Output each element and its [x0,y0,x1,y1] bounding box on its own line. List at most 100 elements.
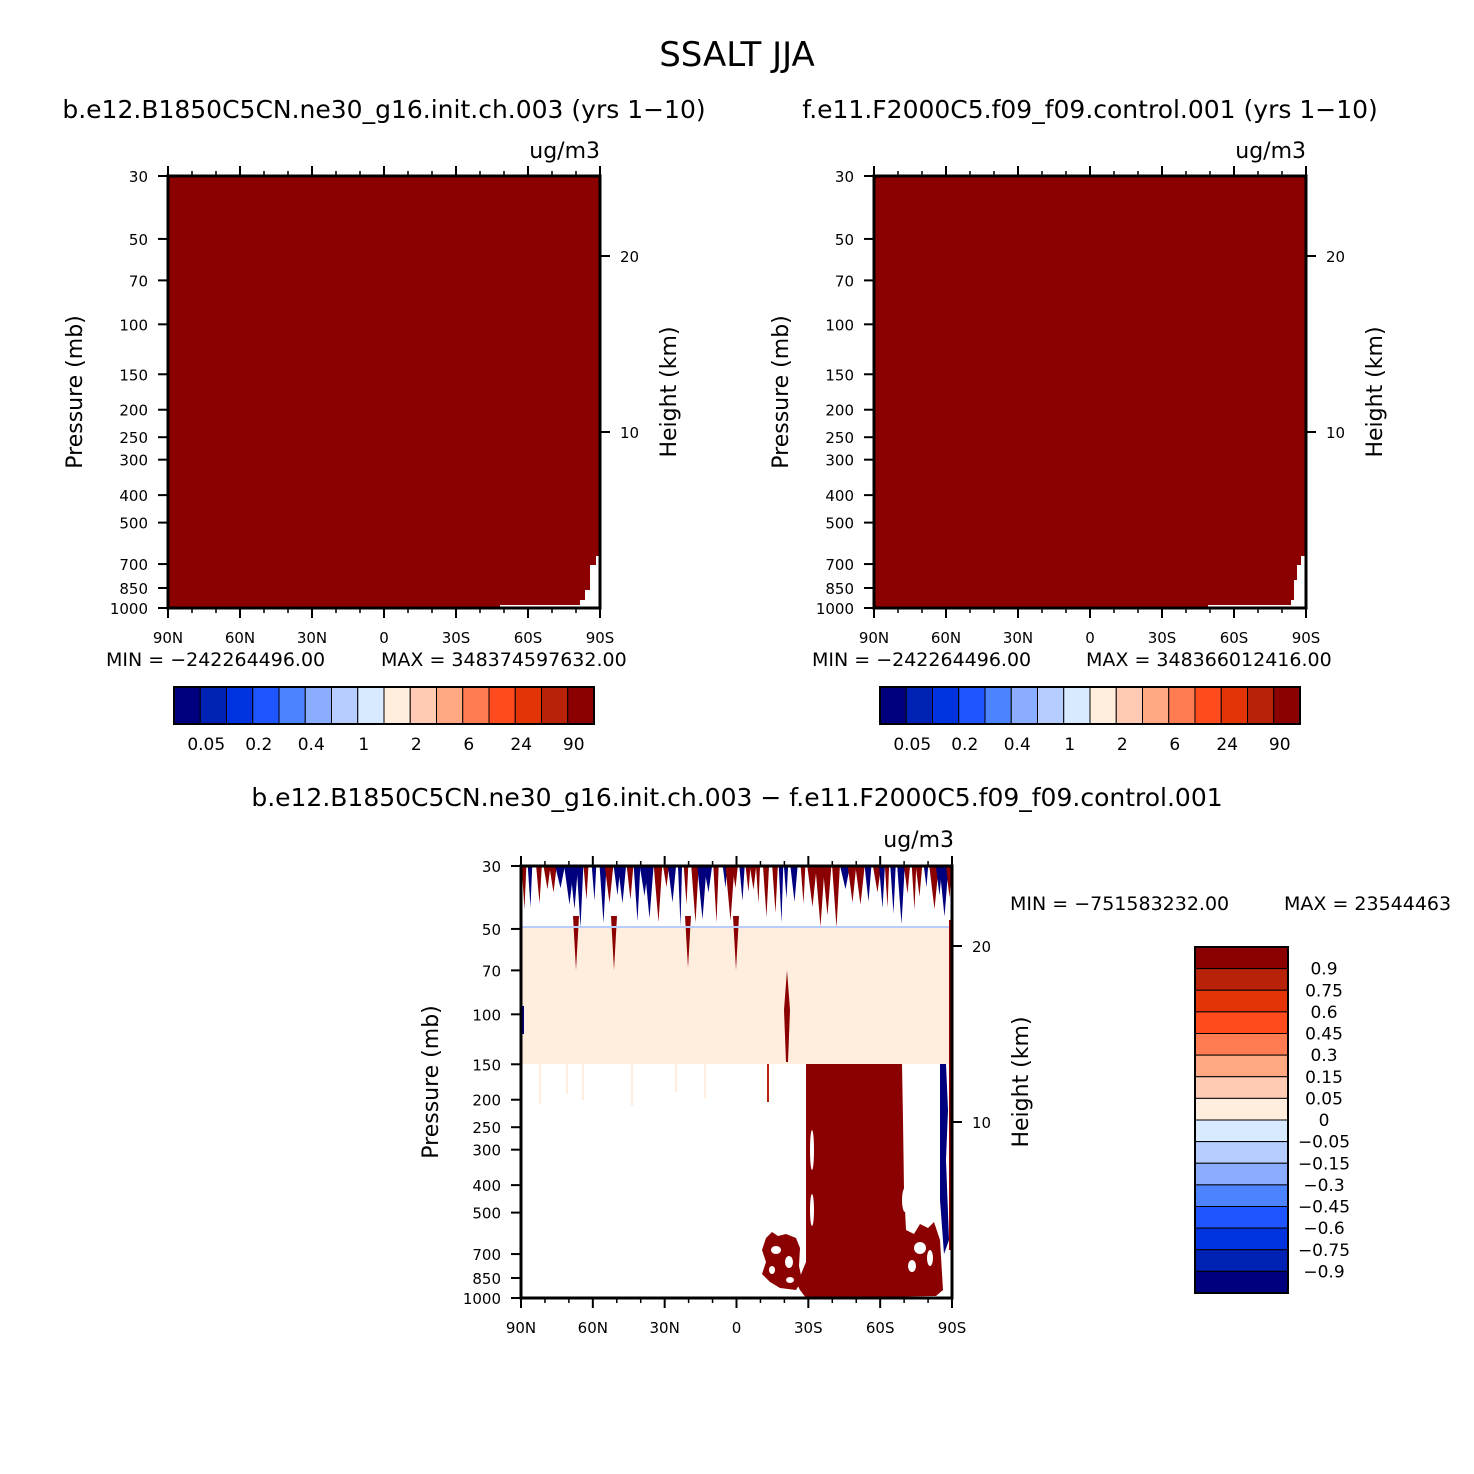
panel-2-colorbar: 0.05 0.2 0.4 1 2 6 24 90 [879,686,1301,755]
panel-1-ylabel: Pressure (mb) [63,315,88,469]
colorbar-box [252,686,280,725]
red-spike [807,866,817,907]
panel-2-missing-region [1208,556,1306,608]
blue-spike [790,866,798,902]
red-spike [663,866,669,888]
colorbar-label: −0.45 [1298,1198,1350,1218]
panel-2-max-label: MAX = 348366012416.00 [1086,649,1332,671]
blue-spike [703,866,713,893]
y-tick-label: 250 [119,429,148,447]
panel-3-min-label: MIN = −751583232.00 [1010,893,1229,915]
y-tick-label: 30 [129,168,148,186]
panel-1: b.e12.B1850C5CN.ne30_g16.init.ch.003 (yr… [62,95,705,755]
panel-2-field [874,176,1306,608]
y-tick-label: 300 [472,1142,501,1160]
blue-spike [697,866,707,920]
blue-spike [569,866,579,910]
x-tick-label: 60N [225,629,255,647]
colorbar-label: 0.75 [1305,981,1343,1001]
panel-3: b.e12.B1850C5CN.ne30_g16.init.ch.003 − f… [251,783,1451,1337]
colorbar-box [932,686,960,725]
x-tick-label: 90N [153,629,183,647]
red-spike [911,866,917,910]
colorbar-box [1194,1119,1289,1143]
y2-tick-label: 10 [1326,424,1345,442]
red-spike [800,866,806,904]
panel-3-blob [762,1232,802,1290]
colorbar-box [1194,1162,1289,1186]
panel-1-axes: 3050701001502002503004005007008501000102… [110,166,639,647]
blue-spike [667,866,677,903]
colorbar-box [1115,686,1143,725]
colorbar-box [278,686,306,725]
colorbar-label: −0.3 [1303,1176,1344,1196]
colorbar-label: −0.15 [1298,1154,1350,1174]
x-tick-label: 30S [794,1319,823,1337]
panel-1-title: b.e12.B1850C5CN.ne30_g16.init.ch.003 (yr… [62,95,705,124]
blue-spike [864,866,872,902]
colorbar-box [1142,686,1170,725]
y-tick-label: 1000 [463,1290,501,1308]
colorbar-box [541,686,569,725]
panel-3-blue-strip [940,1064,949,1254]
deep-red-spike [573,916,579,970]
x-tick-label: 60S [866,1319,895,1337]
y-tick-label: 30 [835,168,854,186]
panel-2-title: f.e11.F2000C5.f09_f09.control.001 (yrs 1… [802,95,1378,124]
colorbar-box [567,686,595,725]
colorbar-box [1220,686,1248,725]
colorbar-label: −0.05 [1298,1133,1350,1153]
y-tick-label: 400 [119,487,148,505]
colorbar-label: 0.15 [1305,1068,1343,1088]
x-tick-label: 0 [732,1319,742,1337]
panel-1-missing-region [500,556,600,608]
colorbar-label: 0.05 [893,735,931,755]
blue-spike [599,866,607,924]
red-spike [725,866,735,921]
colorbar-box [1194,1076,1289,1099]
panel-3-plume-holes [810,1130,933,1272]
panel-2-y2label: Height (km) [1363,326,1388,457]
y-tick-label: 100 [825,316,854,334]
colorbar-box [1194,1033,1289,1056]
colorbar-box [488,686,516,725]
colorbar-label: 90 [1269,735,1291,755]
boundary-line [521,926,952,928]
y2-tick-label: 20 [620,248,639,266]
red-spike [749,866,757,890]
colorbar-box [304,686,332,725]
red-spike [713,866,719,923]
red-spike [832,866,840,928]
panel-3-title: b.e12.B1850C5CN.ne30_g16.init.ch.003 − f… [251,783,1222,812]
panel-3-blob-holes [769,1246,794,1283]
panel-2-ylabel: Pressure (mb) [769,315,794,469]
x-tick-label: 90S [586,629,615,647]
blue-spike [591,866,597,901]
panel-3-streak-dark [767,1064,769,1102]
y-tick-label: 200 [825,402,854,420]
y-tick-label: 500 [472,1205,501,1223]
colorbar-box [1194,686,1222,725]
blue-spike [879,866,885,909]
blue-spike [617,866,627,904]
colorbar-label: 1 [358,735,369,755]
colorbar-box [1194,1270,1289,1294]
blue-spike [527,866,533,908]
colorbar-box [905,686,933,725]
y2-tick-label: 10 [620,424,639,442]
panel-3-spike-20n [784,970,790,1062]
colorbar-label: 0.2 [245,735,272,755]
blue-spike [778,866,784,924]
panel-3-faint-streaks [539,1064,706,1106]
red-spike [929,866,939,910]
colorbar-box [226,686,254,725]
panel-1-field [168,176,600,608]
y-tick-label: 1000 [110,600,148,618]
colorbar-box [984,686,1012,725]
colorbar-label: −0.6 [1303,1219,1344,1239]
panel-2-units: ug/m3 [1235,139,1306,164]
red-spike [543,866,551,890]
y-tick-label: 100 [119,316,148,334]
x-tick-label: 0 [379,629,389,647]
colorbar-label: 24 [1216,735,1238,755]
